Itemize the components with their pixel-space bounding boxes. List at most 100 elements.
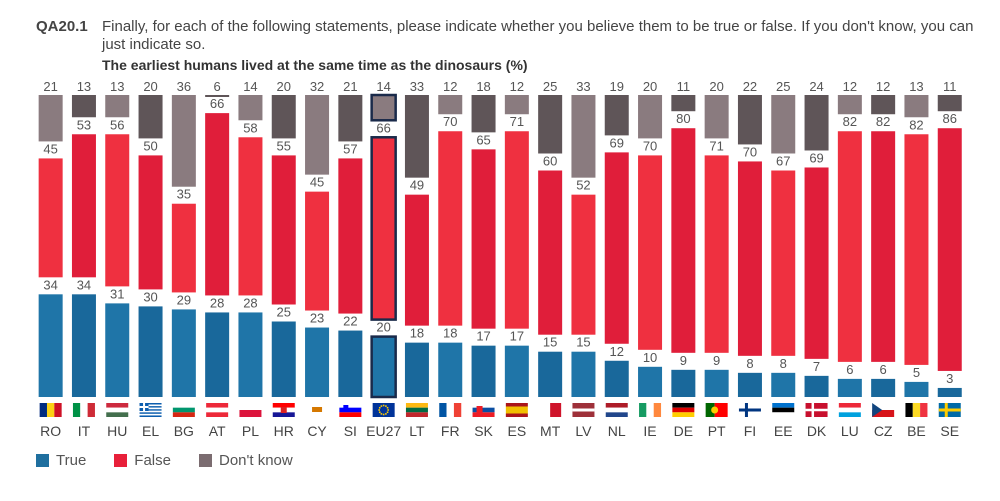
bar-true-cz: [871, 378, 896, 397]
lithuania-flag-icon: [405, 403, 428, 417]
legend-label-dont-know: Don't know: [218, 452, 293, 469]
italy-flag-icon: [72, 403, 95, 417]
bar-true-lv: [571, 351, 596, 397]
label-true-mt: 15: [543, 335, 557, 350]
bar-true-nl: [604, 360, 629, 397]
label-true-fi: 8: [746, 356, 753, 371]
bar-false-si: [338, 158, 363, 314]
label-false-mt: 60: [543, 154, 557, 169]
portugal-flag-icon: [705, 403, 728, 417]
greece-flag-icon: [139, 403, 162, 417]
bar-dont-know-el: [138, 95, 163, 139]
bar-true-ie: [638, 366, 663, 397]
legend-swatch-false: [114, 454, 128, 467]
label-dont-know-cz: 12: [876, 79, 890, 94]
label-dont-know-es: 12: [510, 79, 524, 94]
label-true-lu: 6: [846, 362, 853, 377]
label-dont-know-fr: 12: [443, 79, 457, 94]
label-false-ie: 70: [643, 138, 657, 153]
bar-dont-know-cz: [871, 95, 896, 115]
bar-true-lu: [837, 378, 862, 397]
bar-true-cy: [305, 327, 330, 397]
label-true-el: 30: [143, 289, 157, 304]
label-true-pl: 28: [243, 295, 257, 310]
label-true-cy: 23: [310, 311, 324, 326]
bar-false-be: [904, 134, 929, 365]
label-false-fi: 70: [743, 144, 757, 159]
label-true-lv: 15: [576, 335, 590, 350]
category-label-fr: FR: [441, 423, 460, 439]
label-true-be: 5: [913, 365, 920, 380]
bar-true-it: [71, 294, 96, 397]
bar-false-it: [71, 134, 96, 278]
netherlands-flag-icon: [605, 403, 628, 417]
bar-true-hu: [105, 303, 130, 397]
hungary-flag-icon: [106, 403, 129, 417]
bar-false-lu: [837, 131, 862, 362]
slovenia-flag-icon: [339, 403, 362, 417]
bar-false-mt: [538, 170, 563, 335]
label-true-cz: 6: [880, 362, 887, 377]
bar-false-eu27: [370, 136, 397, 321]
label-false-se: 86: [943, 111, 957, 126]
category-label-bg: BG: [174, 423, 194, 439]
label-false-dk: 69: [809, 150, 823, 165]
bar-dont-know-ee: [771, 95, 796, 154]
category-label-el: EL: [142, 423, 159, 439]
bar-false-bg: [171, 203, 196, 293]
bar-false-ee: [771, 170, 796, 356]
label-false-lv: 52: [576, 178, 590, 193]
malta-flag-icon: [539, 403, 562, 417]
bar-dont-know-es: [504, 95, 529, 115]
luxembourg-flag-icon: [838, 403, 861, 417]
label-dont-know-hr: 20: [277, 79, 291, 94]
label-false-cy: 45: [310, 175, 324, 190]
bar-false-cy: [305, 191, 330, 311]
label-true-fr: 18: [443, 326, 457, 341]
label-true-it: 34: [77, 277, 91, 292]
label-dont-know-at: 6: [214, 79, 221, 94]
label-dont-know-lv: 33: [576, 79, 590, 94]
croatia-flag-icon: [272, 403, 295, 417]
category-label-hu: HU: [107, 423, 127, 439]
category-label-de: DE: [674, 423, 693, 439]
label-true-pt: 9: [713, 353, 720, 368]
legend-swatch-dont-know: [198, 454, 212, 467]
category-label-nl: NL: [608, 423, 626, 439]
bar-true-ee: [771, 372, 796, 397]
category-label-dk: DK: [807, 423, 827, 439]
label-dont-know-eu27: 14: [376, 79, 390, 94]
bar-dont-know-dk: [804, 95, 829, 151]
germany-flag-icon: [672, 403, 695, 417]
label-dont-know-lt: 33: [410, 79, 424, 94]
bar-true-sk: [471, 345, 496, 397]
label-dont-know-ie: 20: [643, 79, 657, 94]
chart-legend: True False Don't know: [36, 452, 321, 469]
bar-dont-know-de: [671, 95, 696, 112]
bar-false-fr: [438, 131, 463, 326]
category-label-ee: EE: [774, 423, 793, 439]
category-label-be: BE: [907, 423, 926, 439]
category-label-cy: CY: [307, 423, 327, 439]
label-true-nl: 12: [610, 344, 624, 359]
bar-dont-know-sk: [471, 95, 496, 133]
category-label-fi: FI: [744, 423, 756, 439]
bar-dont-know-lu: [837, 95, 862, 115]
category-label-cz: CZ: [874, 423, 893, 439]
label-dont-know-sk: 18: [476, 79, 490, 94]
bar-dont-know-se: [937, 95, 962, 112]
label-dont-know-pl: 14: [243, 79, 257, 94]
label-dont-know-el: 20: [143, 79, 157, 94]
label-true-bg: 29: [177, 292, 191, 307]
bar-dont-know-it: [71, 95, 96, 118]
bar-false-de: [671, 128, 696, 353]
bar-dont-know-ie: [638, 95, 663, 139]
bar-true-se: [937, 387, 962, 397]
bar-false-ro: [38, 158, 63, 278]
label-dont-know-it: 13: [77, 79, 91, 94]
bulgaria-flag-icon: [172, 403, 195, 417]
bar-false-pt: [704, 155, 729, 353]
romania-flag-icon: [39, 403, 62, 417]
question-code: QA20.1: [36, 18, 88, 35]
bar-false-pl: [238, 137, 263, 296]
